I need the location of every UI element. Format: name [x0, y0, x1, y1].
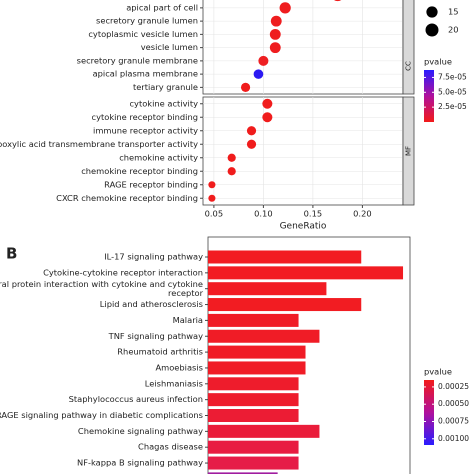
- facet-strip: [402, 96, 415, 206]
- dot: [269, 42, 281, 54]
- colorbar: [424, 380, 434, 445]
- facet-label: MF: [405, 146, 413, 156]
- panel: [202, 96, 404, 206]
- y-tick-label: cytokine activity: [130, 98, 199, 108]
- bar: [208, 361, 306, 375]
- legend-title: pvalue: [424, 57, 452, 67]
- bar: [208, 282, 327, 296]
- bar: [208, 440, 299, 454]
- size-legend-label: 15: [448, 7, 459, 17]
- y-tick-label: secretory granule lumen: [96, 16, 198, 26]
- dot: [270, 15, 282, 27]
- dot: [269, 28, 281, 40]
- colorbar: [424, 70, 434, 122]
- dot: [258, 55, 269, 66]
- colorbar-label: 5.0e-05: [438, 87, 467, 96]
- dot: [246, 139, 257, 149]
- dot: [334, 0, 342, 2]
- bar: [208, 456, 299, 470]
- bar: [208, 345, 306, 359]
- dot: [253, 69, 264, 79]
- bar: [208, 298, 362, 312]
- dot: [262, 98, 273, 109]
- y-tick-label: carboxylic acid transmembrane transporte…: [0, 139, 198, 149]
- dot: [240, 82, 251, 92]
- y-tick-label: NF-kappa B signaling pathway: [77, 458, 203, 468]
- colorbar-label: 2.5e-05: [438, 102, 467, 111]
- y-tick-label: apical plasma membrane: [93, 69, 198, 79]
- y-tick-label: vesicle lumen: [141, 42, 198, 52]
- dot: [208, 194, 216, 202]
- bar: [208, 424, 320, 438]
- y-tick-label: Amoebiasis: [155, 362, 203, 372]
- y-tick-label: chemokine receptor binding: [81, 166, 198, 176]
- y-tick-label: cytokine receptor binding: [92, 112, 198, 122]
- facet-label: CC: [405, 61, 413, 71]
- y-tick-label: secretory granule membrane: [77, 55, 198, 65]
- panel-label: B: [6, 245, 17, 263]
- y-tick-label: Leishmaniasis: [145, 378, 203, 388]
- y-tick-label: AGE-RAGE signaling pathway in diabetic c…: [0, 410, 203, 420]
- y-tick-label: Chemokine signaling pathway: [78, 426, 203, 436]
- bar: [208, 409, 299, 422]
- dot: [246, 126, 257, 136]
- x-tick-label: 0.15: [304, 209, 322, 219]
- y-tick-label: IL-17 signaling pathway: [104, 252, 203, 262]
- dot: [227, 167, 236, 176]
- dot: [227, 153, 236, 162]
- panel: [202, 0, 404, 95]
- colorbar-label: 0.00025: [438, 382, 469, 391]
- y-tick-label: Malaria: [173, 315, 203, 325]
- dot: [279, 2, 291, 14]
- y-tick-label: cytoplasmic vesicle lumen: [88, 29, 198, 39]
- bar: [208, 250, 362, 264]
- y-tick-label: tertiary granule: [133, 82, 198, 92]
- y-tick-label: apical part of cell: [126, 2, 198, 12]
- y-tick-label: Staphylococcus aureus infection: [69, 394, 203, 404]
- dot: [262, 112, 273, 123]
- size-legend-label: 20: [448, 25, 459, 35]
- y-tick-label: CXCR chemokine receptor binding: [56, 193, 198, 203]
- colorbar-label: 0.00100: [438, 434, 469, 443]
- x-tick-label: 0.05: [205, 209, 223, 219]
- facet-strip: [402, 0, 415, 95]
- dot: [208, 181, 216, 189]
- x-axis-title: GeneRatio: [280, 222, 327, 232]
- bar: [208, 313, 299, 327]
- y-tick-label: Viral protein interaction with cytokine …: [0, 279, 204, 298]
- y-tick-label: Rheumatoid arthritis: [117, 347, 203, 357]
- size-legend-dot: [426, 6, 438, 18]
- y-tick-label: TNF signaling pathway: [108, 331, 203, 341]
- bar: [208, 393, 299, 407]
- y-tick-label: Lipid and atherosclerosis: [100, 299, 203, 309]
- legend-title: pvalue: [424, 367, 452, 377]
- bar: [208, 266, 404, 280]
- bar: [208, 472, 278, 474]
- y-tick-label: chemokine activity: [119, 152, 198, 162]
- y-tick-label: RAGE receptor binding: [104, 179, 198, 189]
- y-tick-label: Chagas disease: [138, 442, 203, 452]
- bar: [208, 377, 299, 391]
- x-tick-label: 0.10: [254, 209, 272, 219]
- colorbar-label: 7.5e-05: [438, 72, 467, 81]
- bar: [208, 329, 320, 343]
- y-tick-label: Cytokine-cytokine receptor interaction: [43, 267, 203, 277]
- colorbar-label: 0.00050: [438, 399, 469, 408]
- size-legend-dot: [425, 23, 439, 37]
- y-tick-label: immune receptor activity: [93, 125, 198, 135]
- colorbar-label: 0.00075: [438, 416, 469, 425]
- x-tick-label: 0.20: [353, 209, 371, 219]
